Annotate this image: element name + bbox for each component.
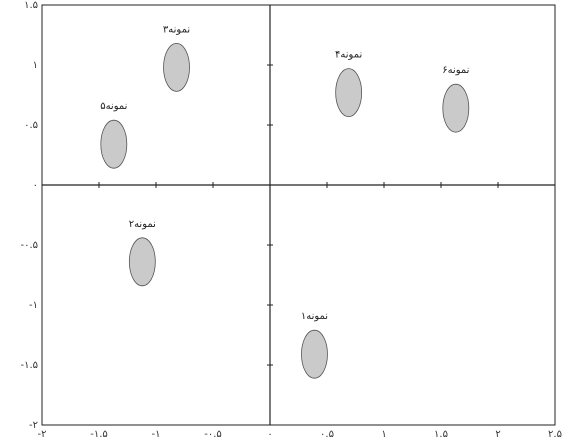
sample-label: نمونه۲ [129, 219, 156, 230]
y-tick-label: ۱.۵ [24, 0, 38, 11]
x-tick-label: ۰.۵ [320, 429, 334, 440]
y-tick-label: -۱ [29, 300, 38, 311]
x-tick-label: ۲.۵ [548, 429, 562, 440]
x-tick-label: ۲ [495, 429, 500, 440]
sample-blob [301, 330, 327, 378]
y-tick-label: ۰ [33, 180, 38, 191]
sample-blob [129, 238, 155, 286]
sample-label: نمونه۵ [100, 101, 127, 112]
x-tick-label: ۱ [381, 429, 386, 440]
x-tick-label: -۱.۵ [90, 429, 108, 440]
sample-blob [101, 120, 127, 168]
sample-blob [443, 84, 469, 132]
y-tick-label: ۰.۵ [24, 120, 38, 131]
sample-label: نمونه۳ [163, 24, 190, 35]
y-tick-label: ۱ [33, 60, 38, 71]
x-tick-label: -۱ [152, 429, 161, 440]
sample-label: نمونه۶ [442, 65, 469, 76]
chart: -۲ -۱.۵ -۱ -۰.۵ ۰ ۰.۵ ۱ ۱.۵ ۲ ۲.۵ -۲ -۱.۵ -۱ -۰.۵ ۰ ۰.۵… [0, 0, 562, 440]
sample-blob [336, 69, 362, 117]
y-tick-label: -۱.۵ [20, 360, 38, 371]
y-tick-label: -۲ [29, 420, 38, 431]
sample-blob [164, 43, 190, 91]
x-tick-label: -۲ [38, 429, 47, 440]
y-tick-label: -۰.۵ [20, 240, 38, 251]
x-tick-label: ۰ [267, 429, 272, 440]
sample-label: نمونه۱ [301, 311, 328, 322]
x-tick-label: ۱.۵ [434, 429, 448, 440]
x-tick-label: -۰.۵ [204, 429, 222, 440]
plot-frame [42, 5, 555, 425]
sample-label: نمونه۴ [335, 50, 362, 61]
